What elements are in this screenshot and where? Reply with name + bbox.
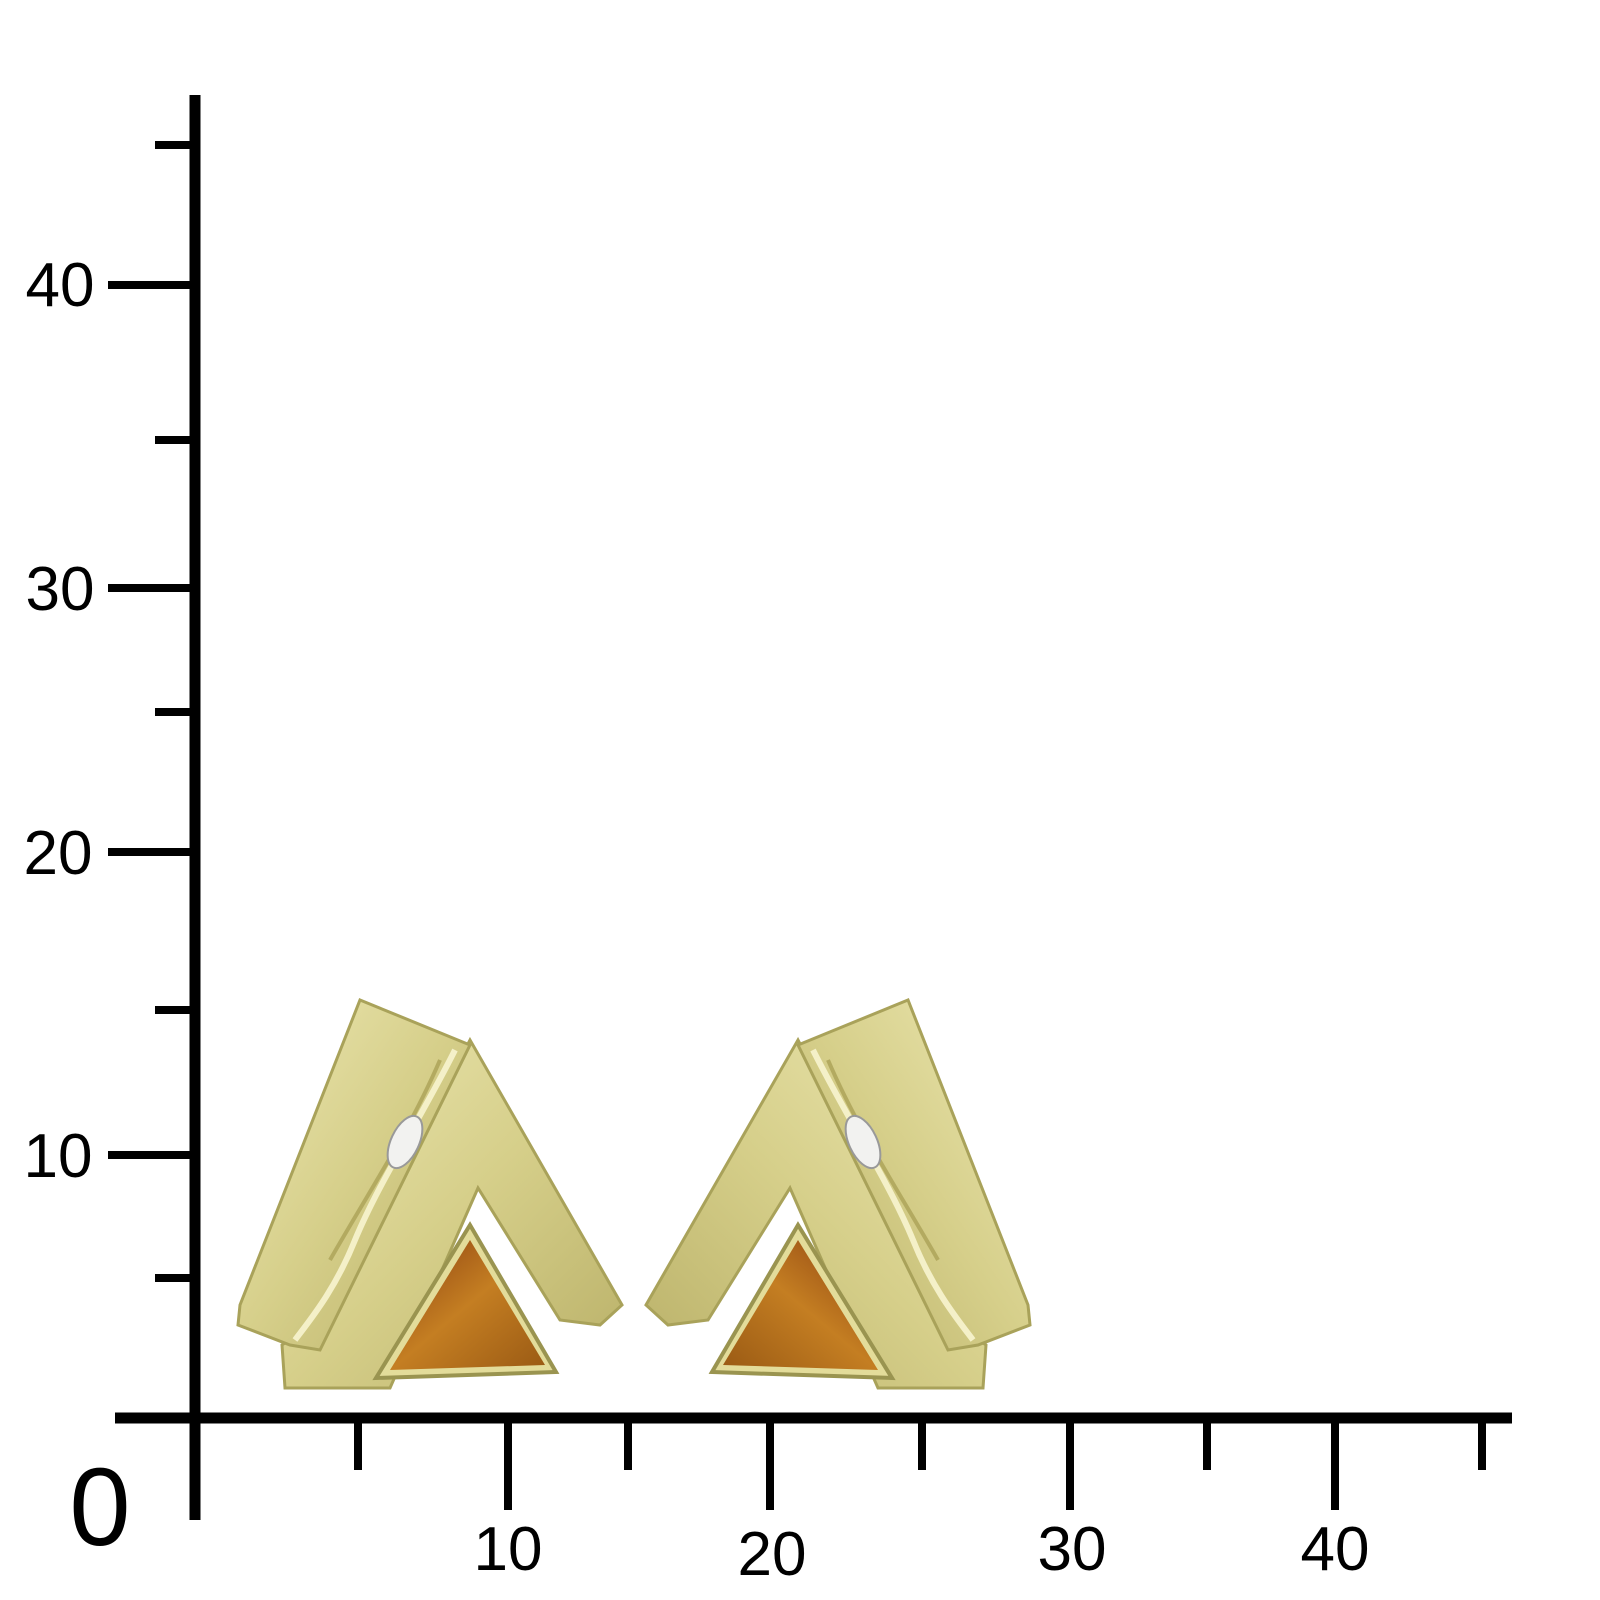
x-label-10: 10 [474,1515,543,1584]
x-label-20: 20 [738,1520,807,1589]
y-label-40: 40 [26,251,95,320]
y-label-30: 30 [26,555,95,624]
x-label-40: 40 [1301,1515,1370,1584]
earring-right [646,1000,1030,1388]
y-label-20: 20 [24,819,93,888]
y-label-10: 10 [24,1122,93,1191]
origin-label: 0 [69,1446,130,1569]
x-label-30: 30 [1038,1515,1107,1584]
earring-left [238,1000,622,1388]
y-axis [108,95,201,1520]
x-axis [115,1412,1512,1510]
